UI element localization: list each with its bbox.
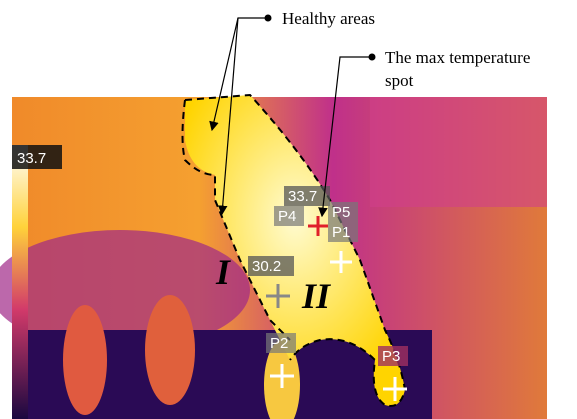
point-label: P5 — [332, 204, 350, 221]
annotation: Healthy areas — [282, 9, 375, 28]
reading: 30.2 — [252, 258, 281, 275]
figure: 33.7 33.7 30.2 P4 P5 P1 P2 P3 I II Healt… — [0, 0, 577, 419]
point-label: P1 — [332, 224, 350, 241]
annotation: The max temperature — [385, 48, 530, 67]
region-label: II — [301, 276, 332, 316]
scale-max: 33.7 — [17, 150, 46, 167]
max-reading: 33.7 — [288, 188, 317, 205]
region-label: I — [215, 252, 232, 292]
point-label: P3 — [382, 348, 400, 365]
annotation: spot — [385, 71, 414, 90]
point-label: P2 — [270, 335, 288, 352]
point-label: P4 — [278, 208, 296, 225]
